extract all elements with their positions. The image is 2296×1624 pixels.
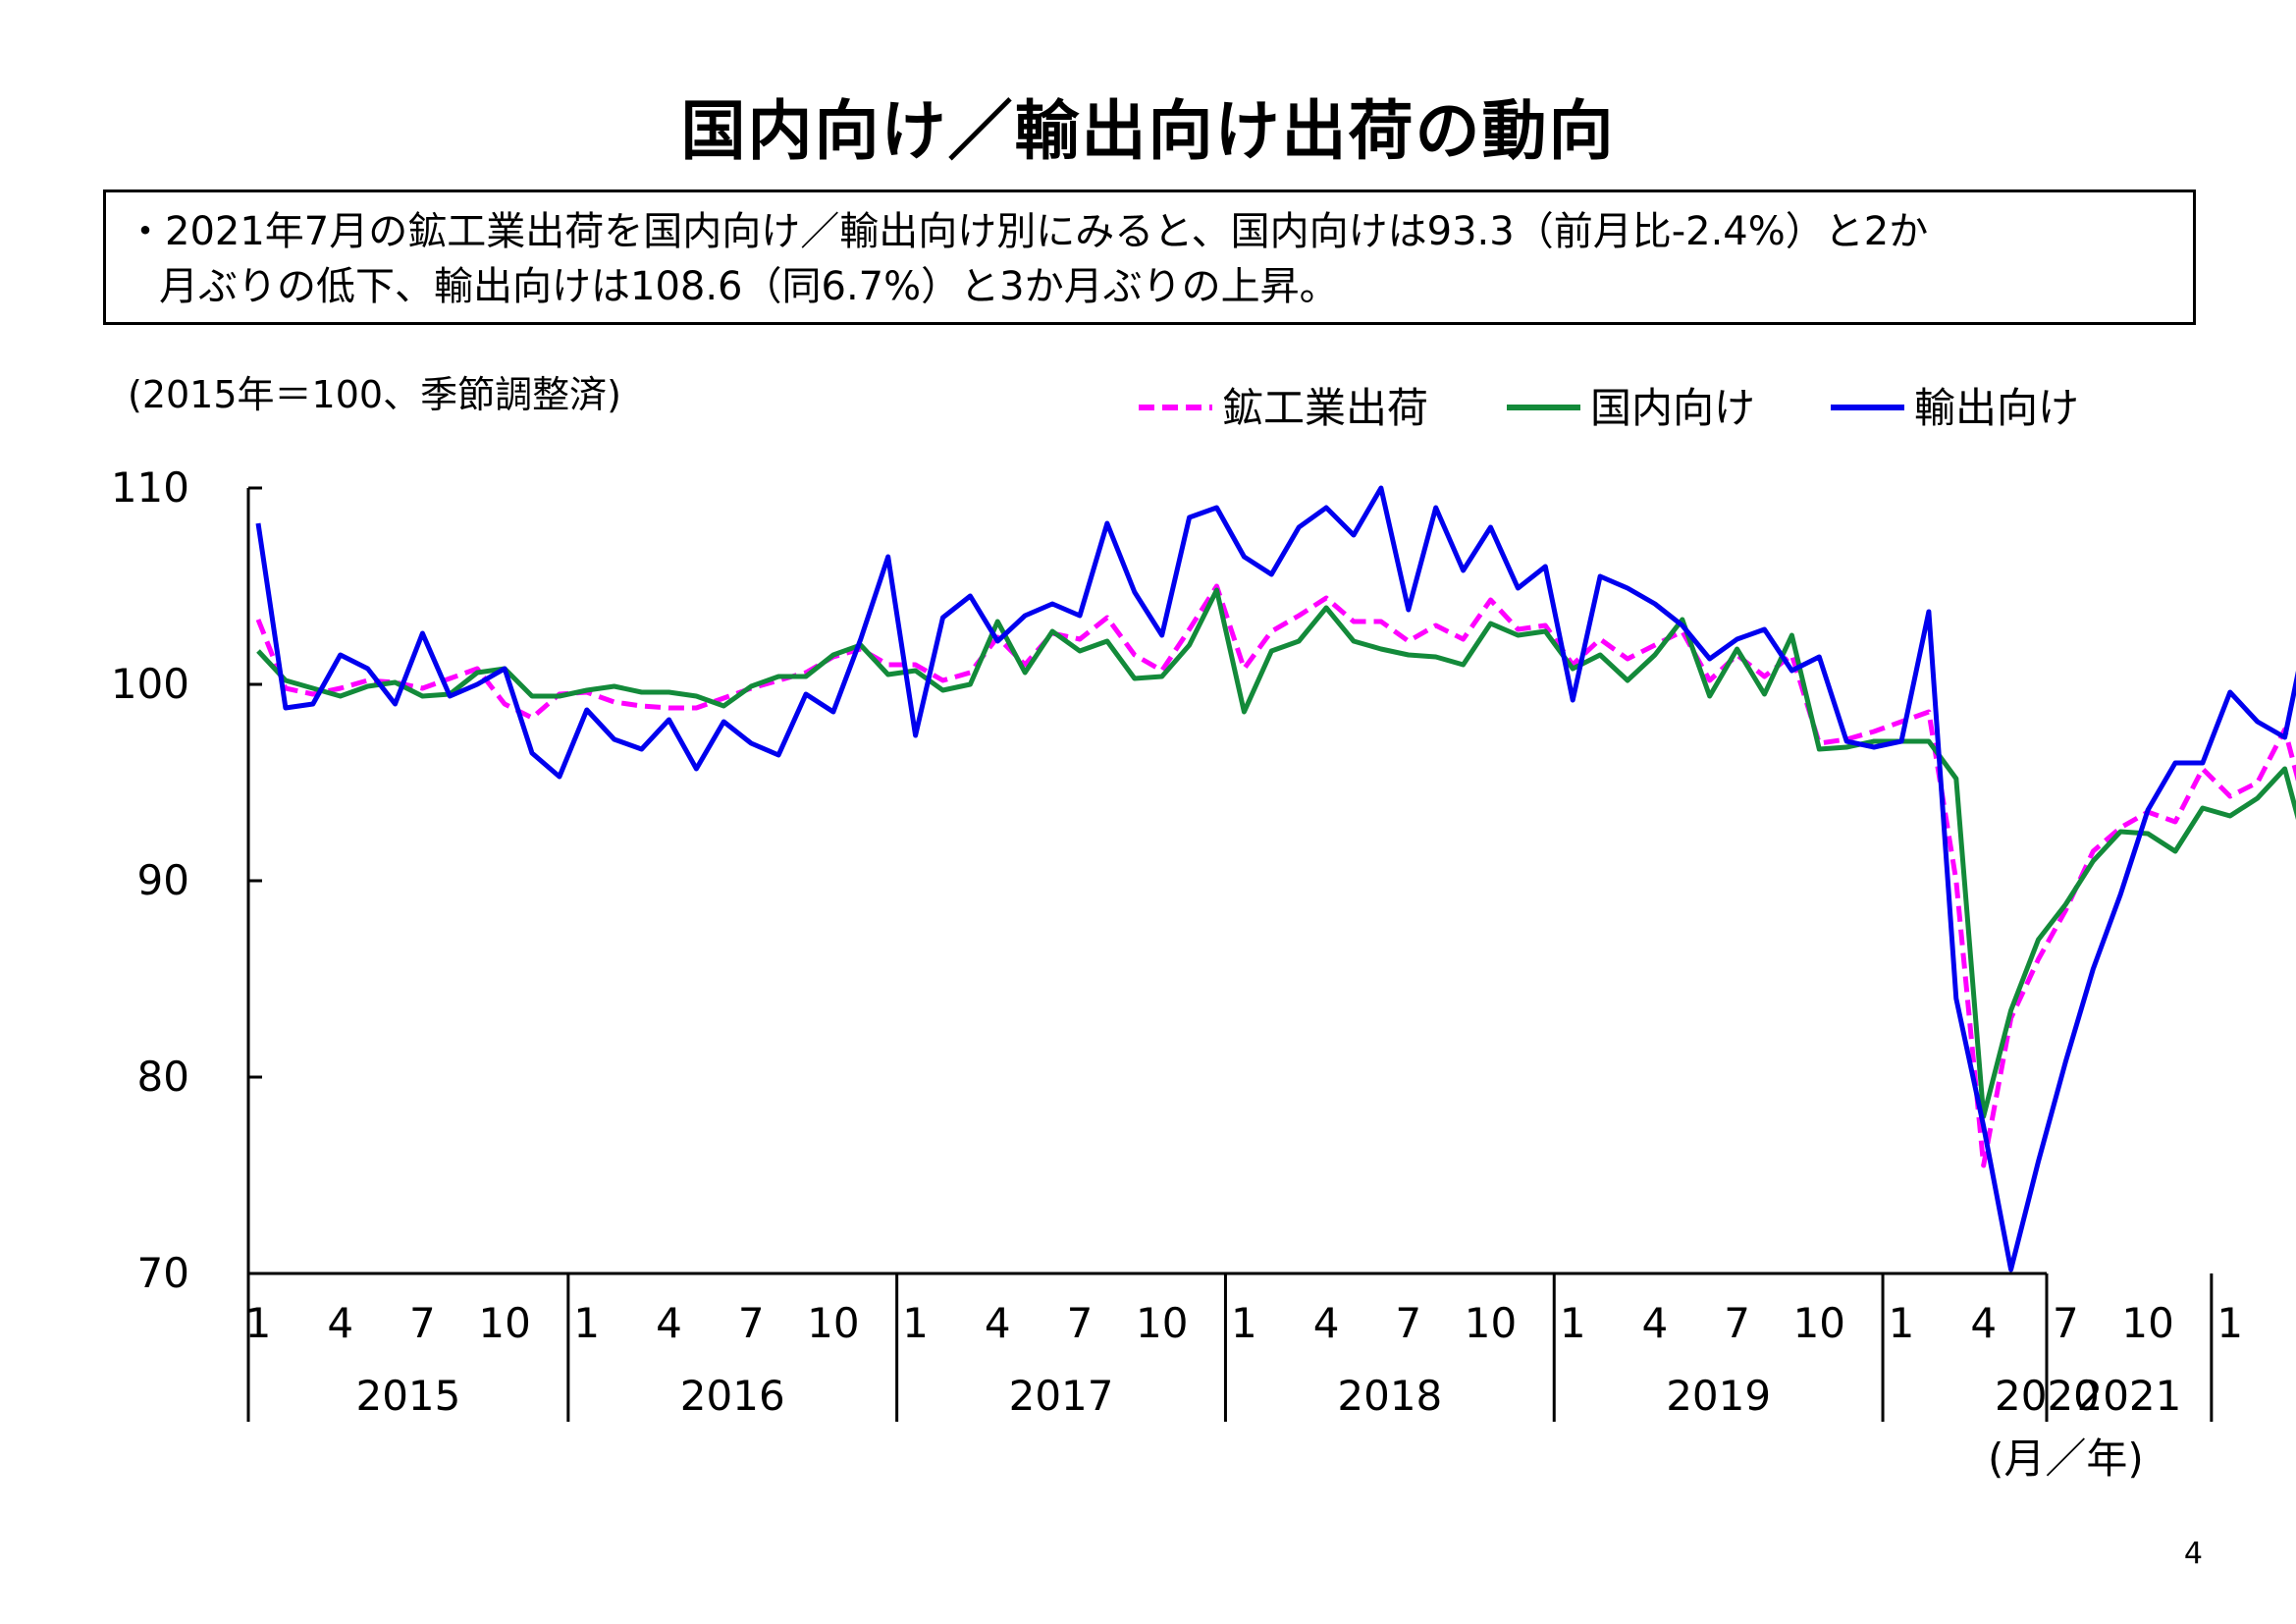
summary-line-1: ・2021年7月の鉱工業出荷を国内向け／輸出向け別にみると、国内向けは93.3（… (126, 209, 1929, 254)
x-month-tick-label: 7 (738, 1299, 765, 1347)
x-month-tick-label: 7 (1067, 1299, 1094, 1347)
x-month-tick-label: 10 (2121, 1299, 2173, 1347)
x-month-tick-label: 1 (1889, 1299, 1915, 1347)
x-year-label: 2017 (1009, 1372, 1114, 1420)
x-month-tick-label: 10 (1793, 1299, 1845, 1347)
x-month-tick-label: 1 (1560, 1299, 1586, 1347)
x-month-tick-label: 10 (1465, 1299, 1517, 1347)
page-number: 4 (2183, 1537, 2203, 1571)
y-tick-label: 80 (137, 1053, 189, 1101)
legend-label: 鉱工業出荷 (1222, 384, 1428, 432)
page-title: 国内向け／輸出向け出荷の動向 (680, 93, 1616, 169)
x-month-tick-label: 4 (1642, 1299, 1669, 1347)
x-year-label: 2019 (1666, 1372, 1771, 1420)
x-month-tick-label: 1 (902, 1299, 929, 1347)
chart-note: (2015年＝100、季節調整済) (128, 373, 621, 416)
legend-label: 輸出向け (1914, 384, 2079, 432)
series-line (255, 485, 2296, 1272)
series-line (256, 587, 2296, 1119)
x-month-tick-label: 10 (478, 1299, 530, 1347)
y-tick-label: 70 (137, 1249, 189, 1297)
chart-legend: 鉱工業出荷 国内向け 輸出向け (1139, 384, 2079, 432)
x-month-tick-label: 7 (409, 1299, 436, 1347)
x-month-tick-label: 10 (1136, 1299, 1188, 1347)
x-month-tick-label: 4 (985, 1299, 1011, 1347)
x-axis-unit-label: (月／年) (1988, 1435, 2144, 1483)
x-year-label: 2015 (355, 1372, 460, 1420)
chart-series (255, 485, 2296, 1272)
x-month-tick-label: 1 (2216, 1299, 2243, 1347)
x-month-tick-label: 10 (807, 1299, 859, 1347)
x-year-label: 2018 (1337, 1372, 1442, 1420)
y-tick-label: 90 (137, 856, 189, 904)
summary-box: ・2021年7月の鉱工業出荷を国内向け／輸出向け別にみると、国内向けは93.3（… (103, 189, 2196, 325)
x-month-tick-label: 4 (656, 1299, 682, 1347)
x-month-tick-label: 1 (573, 1299, 600, 1347)
x-month-tick-label: 7 (1724, 1299, 1750, 1347)
y-tick-label: 110 (111, 463, 189, 512)
y-tick-label: 100 (111, 660, 189, 708)
x-month-tick-label: 1 (1231, 1299, 1257, 1347)
x-month-tick-label: 7 (2053, 1299, 2079, 1347)
series-line (255, 583, 2296, 1168)
x-month-tick-label: 7 (1395, 1299, 1421, 1347)
summary-line-2: 月ぶりの低下、輸出向けは108.6（同6.7%）と3か月ぶりの上昇。 (159, 264, 1339, 309)
x-month-tick-label: 1 (245, 1299, 272, 1347)
x-month-tick-label: 4 (327, 1299, 353, 1347)
x-year-label: 2016 (680, 1372, 785, 1420)
legend-label: 国内向け (1590, 384, 1755, 432)
x-month-tick-label: 4 (1313, 1299, 1340, 1347)
x-year-label: 2021 (2076, 1372, 2181, 1420)
x-month-tick-label: 4 (1970, 1299, 1997, 1347)
